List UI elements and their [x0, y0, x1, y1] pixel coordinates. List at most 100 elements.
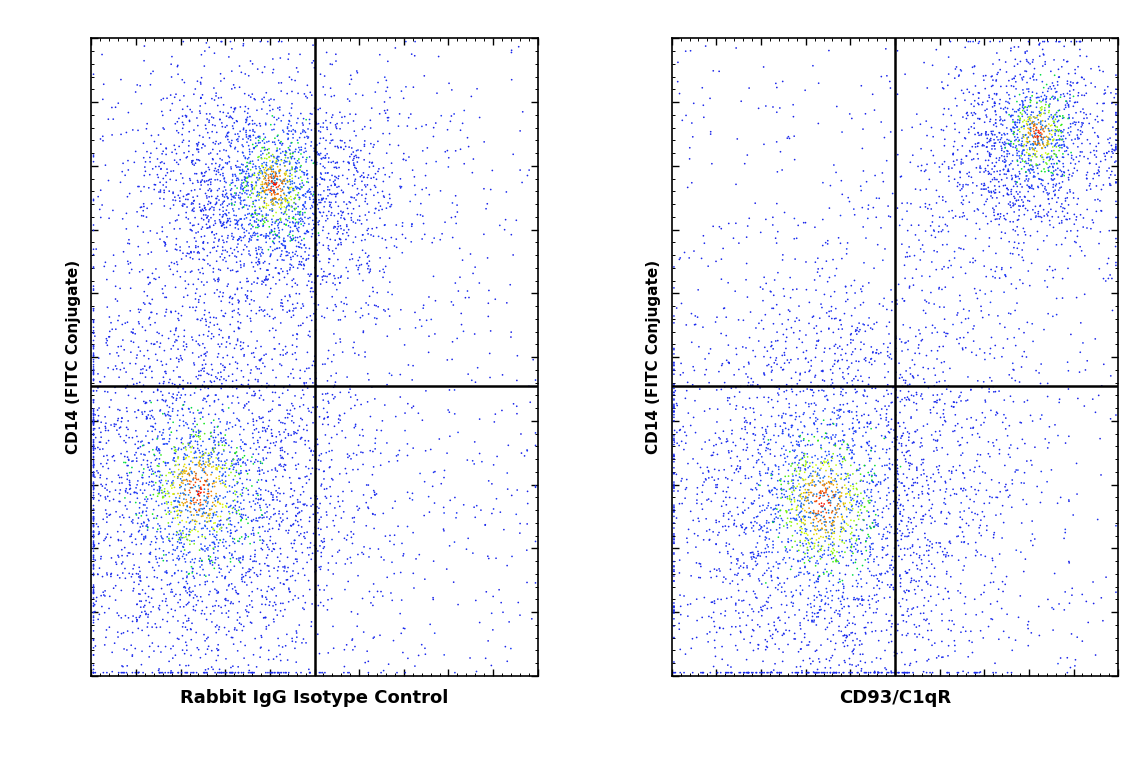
Point [355, 626, 373, 638]
Point [261, 405, 280, 417]
Point [358, 251, 377, 263]
Point [277, 628, 296, 641]
Point [199, 544, 217, 556]
Point [398, 521, 416, 533]
Point [1081, 177, 1099, 190]
Point [306, 297, 324, 310]
Point [272, 300, 290, 312]
Point [276, 192, 294, 204]
Point [248, 307, 266, 319]
Point [769, 475, 787, 487]
Point [978, 524, 996, 536]
Point [186, 553, 204, 565]
Point [338, 371, 356, 383]
Point [788, 499, 807, 511]
Point [1000, 89, 1018, 101]
Point [178, 475, 196, 487]
Point [665, 450, 683, 462]
Point [165, 590, 184, 602]
Point [804, 616, 823, 628]
Point [447, 217, 466, 230]
Point [261, 163, 280, 175]
Point [84, 450, 103, 462]
Point [99, 425, 118, 437]
Point [1073, 588, 1091, 601]
Point [232, 514, 250, 526]
Point [280, 220, 298, 232]
Point [876, 430, 895, 442]
Point [966, 287, 985, 300]
Point [884, 485, 903, 498]
Point [110, 534, 128, 546]
Point [695, 534, 713, 546]
Point [718, 537, 736, 549]
Point [874, 300, 892, 313]
Point [296, 167, 314, 179]
Point [136, 360, 154, 372]
Point [264, 538, 282, 550]
Point [84, 373, 103, 386]
Point [1013, 95, 1031, 108]
Point [280, 192, 298, 204]
Point [391, 607, 410, 620]
Point [196, 461, 215, 473]
Point [730, 607, 748, 619]
Point [261, 283, 280, 295]
Point [1030, 117, 1049, 129]
Point [283, 398, 301, 410]
Point [929, 326, 947, 339]
Point [733, 594, 751, 607]
Point [881, 518, 899, 531]
Point [262, 175, 281, 187]
Point [260, 258, 278, 270]
Point [1018, 101, 1036, 114]
Point [1023, 515, 1042, 527]
Point [1102, 139, 1120, 151]
Point [828, 469, 847, 482]
Point [232, 488, 250, 501]
Point [848, 574, 866, 587]
Point [161, 667, 179, 679]
Point [1046, 127, 1065, 140]
Point [764, 290, 783, 302]
Point [84, 477, 103, 489]
Point [185, 88, 203, 101]
Point [742, 417, 760, 429]
Point [185, 232, 203, 244]
Point [189, 226, 208, 238]
Point [160, 528, 178, 540]
Point [890, 539, 908, 551]
Point [907, 386, 925, 399]
Point [294, 220, 313, 232]
Point [262, 545, 281, 558]
Point [743, 553, 761, 565]
Point [189, 427, 208, 439]
Point [818, 558, 836, 571]
Point [200, 452, 218, 465]
Point [211, 340, 229, 353]
Point [162, 426, 180, 439]
Point [884, 495, 903, 508]
Point [808, 470, 826, 482]
Point [818, 449, 836, 462]
Point [179, 511, 197, 524]
Point [212, 358, 230, 370]
Point [1070, 35, 1089, 48]
Point [195, 214, 213, 226]
Point [980, 167, 998, 180]
Point [1049, 75, 1067, 88]
Point [291, 164, 309, 176]
Point [1107, 520, 1125, 532]
Point [345, 511, 363, 524]
Point [233, 187, 251, 200]
Point [957, 150, 976, 162]
Point [1001, 196, 1019, 208]
Point [217, 653, 235, 665]
Point [371, 200, 389, 212]
Point [326, 48, 345, 61]
Point [120, 454, 138, 466]
Point [272, 296, 290, 309]
Point [290, 592, 308, 604]
Point [186, 167, 204, 180]
Point [836, 488, 855, 500]
